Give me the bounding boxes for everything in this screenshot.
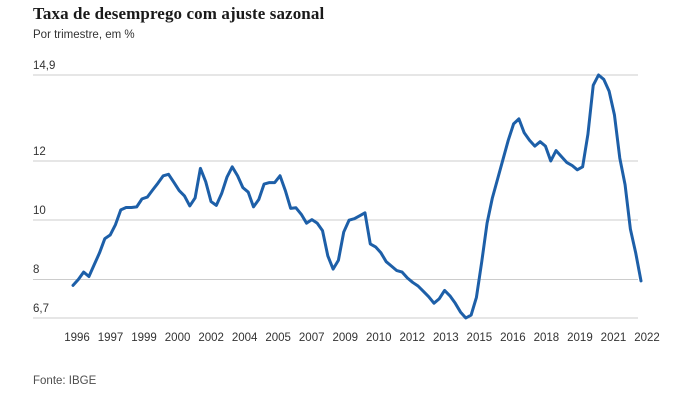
x-axis-tick-label: 1996 [64,332,90,344]
y-axis-tick-label: 12 [33,145,46,158]
x-axis-tick-label: 2022 [634,332,660,344]
chart-title: Taxa de desemprego com ajuste sazonal [33,4,325,23]
y-axis-tick-label: 8 [33,264,40,277]
unemployment-rate-line [71,73,643,320]
x-axis-tick-label: 1999 [131,332,157,344]
x-axis-tick-label: 2009 [332,332,359,344]
x-axis-tick-label: 2019 [567,332,593,344]
source-note: Fonte: IBGE [33,375,97,387]
x-axis-tick-label: 2010 [365,332,392,344]
y-axis-tick-label: 10 [33,205,46,218]
x-axis-tick-label: 2018 [533,332,560,344]
x-axis-tick-label: 2012 [399,332,426,344]
x-axis-tick-label: 2002 [198,332,224,344]
y-axis-tick-label: 6,7 [33,303,49,315]
x-axis-tick-label: 2013 [433,332,459,344]
x-axis-tick-label: 2021 [600,332,627,344]
chart-subtitle: Por trimestre, em % [33,29,135,41]
x-axis-tick-label: 2016 [500,332,526,344]
x-axis-tick-label: 1997 [97,332,124,344]
y-axis-tick-label: 14,9 [33,60,56,72]
x-axis-tick-label: 2007 [298,332,325,344]
x-axis-tick-label: 2004 [231,332,258,344]
x-axis-tick-label: 2015 [466,332,493,344]
x-axis-tick-label: 2005 [265,332,291,344]
x-axis-tick-label: 2000 [164,332,191,344]
